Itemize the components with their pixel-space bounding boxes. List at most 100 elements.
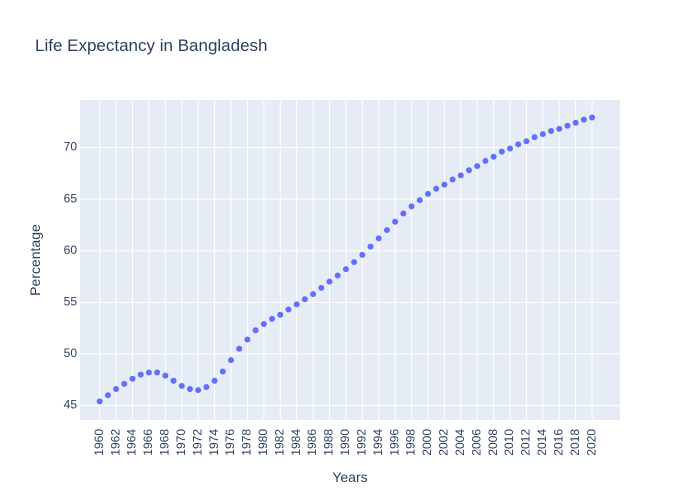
data-point	[482, 157, 489, 164]
x-tick-label: 1978	[240, 429, 254, 456]
data-point	[589, 114, 596, 121]
data-point	[351, 259, 358, 266]
data-point	[228, 357, 235, 364]
x-tick-label: 1968	[158, 429, 172, 456]
x-tick-label: 1994	[371, 429, 385, 456]
x-axis-title: Years	[332, 469, 367, 485]
data-point	[416, 197, 423, 204]
data-point	[301, 296, 308, 303]
data-point	[515, 141, 522, 148]
x-tick-label: 1970	[174, 429, 188, 456]
data-point	[474, 163, 481, 170]
data-point	[121, 380, 128, 387]
data-point	[96, 398, 103, 405]
x-tick-label: 2016	[551, 429, 565, 456]
data-point	[113, 386, 120, 393]
data-point	[129, 375, 136, 382]
data-point	[367, 243, 374, 250]
x-tick-label: 1990	[338, 429, 352, 456]
x-gridlines	[99, 100, 593, 420]
data-point	[137, 371, 144, 378]
data-point	[539, 131, 546, 138]
y-axis-ticks: 45 50 55 60 65 70	[64, 140, 78, 412]
data-point	[178, 382, 185, 389]
data-points	[96, 114, 596, 405]
x-tick-label: 1998	[404, 429, 418, 456]
data-point	[211, 377, 218, 384]
data-point	[318, 284, 325, 291]
x-tick-label: 1964	[125, 429, 139, 456]
x-tick-label: 1960	[92, 429, 106, 456]
data-point	[269, 315, 276, 322]
data-point	[433, 185, 440, 192]
data-point	[162, 372, 169, 379]
x-tick-label: 1982	[272, 429, 286, 456]
x-tick-label: 1974	[207, 429, 221, 456]
data-point	[457, 172, 464, 179]
y-tick-label: 50	[64, 346, 78, 360]
y-tick-label: 65	[64, 191, 78, 205]
data-point	[252, 327, 259, 334]
data-point	[219, 368, 226, 375]
data-point	[490, 153, 497, 160]
x-tick-label: 2020	[584, 429, 598, 456]
data-point	[186, 386, 193, 393]
data-point	[375, 235, 382, 242]
data-point	[244, 336, 251, 343]
data-point	[104, 392, 111, 399]
data-point	[507, 145, 514, 152]
y-axis-title: Percentage	[27, 224, 43, 296]
x-axis-ticks: 1960 1962 1964 1966 1968 1970 1972 1974 1976 1978…	[92, 429, 598, 456]
data-point	[293, 301, 300, 308]
data-point	[465, 167, 472, 174]
x-tick-label: 2002	[437, 429, 451, 456]
x-tick-label: 1980	[256, 429, 270, 456]
data-point	[441, 181, 448, 188]
data-point	[342, 266, 349, 273]
data-point	[334, 272, 341, 279]
data-point	[326, 278, 333, 285]
x-tick-label: 1988	[322, 429, 336, 456]
y-tick-label: 60	[64, 243, 78, 257]
data-point	[285, 306, 292, 313]
y-tick-label: 70	[64, 140, 78, 154]
x-tick-label: 1992	[354, 429, 368, 456]
x-tick-label: 2018	[568, 429, 582, 456]
x-tick-label: 2008	[486, 429, 500, 456]
x-tick-label: 1986	[305, 429, 319, 456]
y-gridlines	[80, 146, 620, 407]
data-point	[203, 383, 210, 390]
data-point	[195, 387, 202, 394]
x-tick-label: 2006	[469, 429, 483, 456]
x-tick-label: 1966	[141, 429, 155, 456]
x-tick-label: 2000	[420, 429, 434, 456]
x-tick-label: 2014	[535, 429, 549, 456]
data-point	[383, 227, 390, 234]
x-tick-label: 1972	[190, 429, 204, 456]
data-point	[498, 148, 505, 155]
data-point	[548, 127, 555, 134]
data-point	[145, 369, 152, 376]
data-point	[359, 251, 366, 258]
data-point	[564, 122, 571, 129]
data-point	[424, 190, 431, 197]
data-point	[580, 116, 587, 123]
data-point	[260, 321, 267, 327]
x-tick-label: 1996	[387, 429, 401, 456]
data-point	[449, 176, 456, 183]
x-tick-label: 2010	[502, 429, 516, 456]
x-tick-label: 2004	[453, 429, 467, 456]
x-tick-label: 1976	[223, 429, 237, 456]
plot-area	[80, 100, 620, 420]
chart-title: Life Expectancy in Bangladesh	[35, 36, 268, 55]
data-point	[310, 291, 317, 298]
data-point	[154, 369, 161, 376]
data-point	[236, 345, 243, 352]
data-point	[531, 134, 538, 141]
y-tick-label: 45	[64, 398, 78, 412]
x-tick-label: 1962	[108, 429, 122, 456]
data-point	[556, 125, 563, 132]
data-point	[523, 138, 530, 145]
data-point	[392, 218, 399, 225]
